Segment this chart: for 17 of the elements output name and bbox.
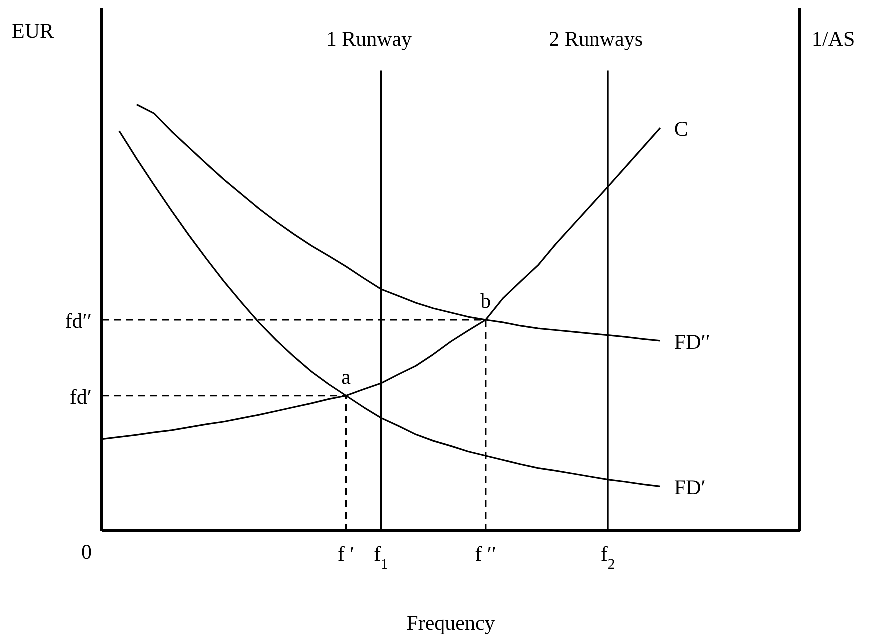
ref-line-label: fd′′: [65, 309, 92, 334]
x-tick-label: f ′: [338, 542, 355, 566]
ref-line-label: 1 Runway: [326, 27, 413, 51]
x-tick-label: f$_{2}$: [600, 542, 616, 573]
ref-line-label: 2 Runways: [549, 27, 644, 51]
x-tick-label: f ′′: [475, 542, 497, 566]
y2-axis-title: 1/AS: [812, 27, 856, 51]
series-label: FD′′: [674, 330, 710, 354]
annotation: a: [342, 364, 352, 389]
series-label: C: [674, 117, 688, 142]
x-tick-label: f$_{1}$: [374, 542, 388, 573]
annotation: b: [480, 289, 492, 314]
series-label: FD′: [674, 476, 706, 500]
x-axis-title: Frequency: [406, 611, 496, 635]
y-axis-title: EUR: [12, 19, 54, 43]
text: 0: [82, 540, 92, 564]
ref-line-label: fd′: [70, 384, 92, 409]
